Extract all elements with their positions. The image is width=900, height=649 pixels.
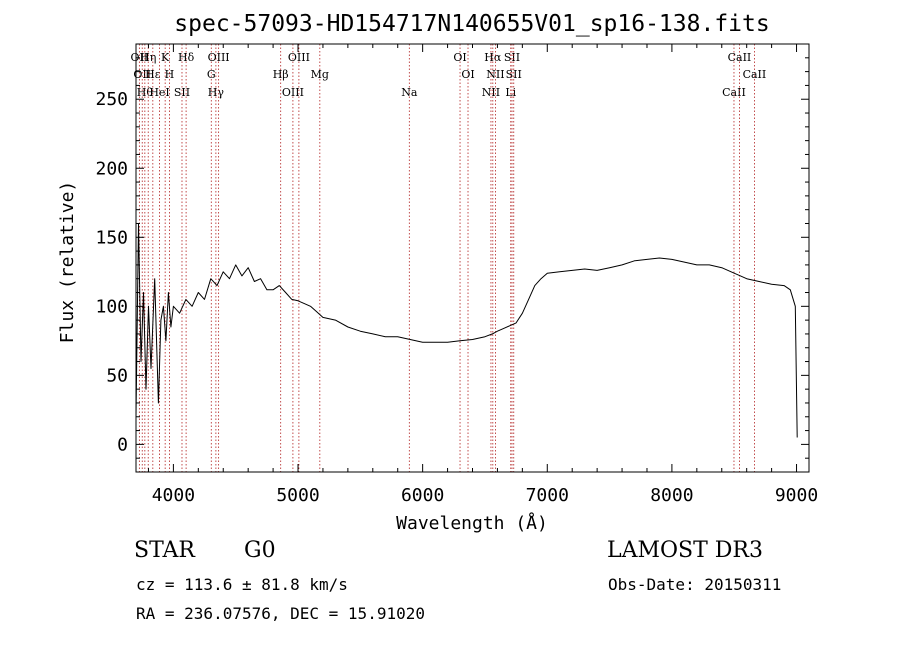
x-tick-label: 5000 xyxy=(276,485,319,506)
y-tick-label: 150 xyxy=(95,227,128,248)
line-marker-label: Mg xyxy=(311,68,329,81)
survey-name: LAMOST DR3 xyxy=(607,538,763,563)
redshift-readout: cz = 113.6 ± 81.8 km/s xyxy=(136,575,348,594)
line-marker-label: Li xyxy=(505,86,516,99)
line-marker-label: CaII xyxy=(743,68,767,81)
obs-date: Obs-Date: 20150311 xyxy=(608,575,782,594)
x-tick-label: 8000 xyxy=(650,485,693,506)
axes: 4000 5000 6000 7000 8000 9000 0 50 100 150 200 250 xyxy=(95,44,818,506)
object-class: STAR xyxy=(134,538,195,563)
object-subclass: G0 xyxy=(244,538,276,563)
line-marker-label: G xyxy=(207,68,216,81)
line-marker-label: K xyxy=(161,51,170,64)
spectrum-line xyxy=(135,223,798,438)
line-marker-label: Hε xyxy=(145,68,161,81)
x-tick-label: 4000 xyxy=(152,485,195,506)
x-tick-label: 7000 xyxy=(526,485,569,506)
y-tick-label: 250 xyxy=(95,89,128,110)
line-marker-label: NII xyxy=(486,68,504,81)
line-marker-label: OIII xyxy=(208,51,230,64)
x-tick-label: 6000 xyxy=(401,485,444,506)
y-axis-label: Flux (relative) xyxy=(57,181,78,344)
line-marker-label: OI xyxy=(461,68,474,81)
line-marker-label: Hδ xyxy=(178,51,195,64)
line-marker-label: Hα xyxy=(484,51,502,64)
line-marker-label: Hθ xyxy=(137,86,154,99)
line-marker-label: OI xyxy=(453,51,466,64)
line-marker-label: SII xyxy=(506,68,522,81)
y-tick-label: 200 xyxy=(95,158,128,179)
spectrum-layer xyxy=(135,223,798,438)
line-marker-label: OIII xyxy=(282,86,304,99)
x-axis-label: Wavelength (Å) xyxy=(396,512,548,534)
line-markers: OIIOIIHθHηHεHeIKHSIIHδGHγOIIIHβOIIIOIIIM… xyxy=(131,44,767,472)
line-marker-label: Hγ xyxy=(208,86,225,99)
line-marker-label: Hβ xyxy=(273,68,289,81)
line-marker-label: HeI xyxy=(149,86,169,99)
line-marker-label: Na xyxy=(401,86,418,99)
line-marker-label: SII xyxy=(174,86,190,99)
line-marker-label: SII xyxy=(504,51,520,64)
chart-title: spec-57093-HD154717N140655V01_sp16-138.f… xyxy=(174,11,769,37)
line-marker-label: CaII xyxy=(728,51,752,64)
line-marker-label: H xyxy=(165,68,175,81)
plot-frame xyxy=(135,43,810,473)
line-marker-label: CaII xyxy=(722,86,746,99)
y-tick-label: 50 xyxy=(106,365,128,386)
y-tick-label: 0 xyxy=(117,434,128,455)
x-tick-label: 9000 xyxy=(775,485,818,506)
coordinates: RA = 236.07576, DEC = 15.91020 xyxy=(136,604,425,623)
y-tick-label: 100 xyxy=(95,296,128,317)
line-marker-label: OIII xyxy=(288,51,310,64)
line-marker-label: NII xyxy=(482,86,500,99)
line-marker-label: Hη xyxy=(140,51,156,64)
